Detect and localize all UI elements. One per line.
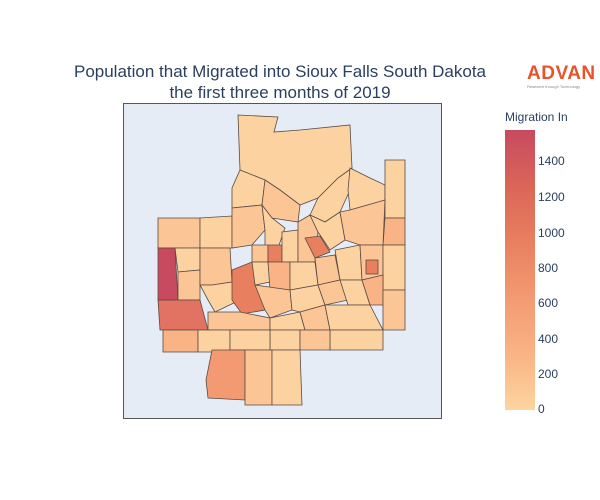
map-region[interactable] — [324, 304, 384, 331]
map-region[interactable] — [384, 159, 406, 219]
colorbar-tick-label: 200 — [538, 367, 559, 381]
colorbar-tick-label: 1200 — [538, 190, 565, 204]
map-region[interactable] — [267, 261, 291, 291]
map-region[interactable] — [329, 329, 384, 351]
map-region[interactable] — [205, 349, 246, 401]
map-region[interactable] — [197, 329, 231, 353]
colorbar-tick-label: 400 — [538, 332, 559, 346]
logo-wordmark: ADVAN — [527, 63, 596, 84]
map-region[interactable] — [251, 244, 269, 263]
map-region[interactable] — [254, 284, 293, 319]
chart-title-line2: the first three months of 2019 — [169, 83, 391, 102]
map-region[interactable] — [267, 244, 283, 263]
colorbar-tick-label: 0 — [538, 402, 545, 416]
map-region[interactable] — [229, 329, 271, 351]
map-region[interactable] — [339, 199, 386, 246]
colorbar — [505, 130, 535, 410]
map-region[interactable] — [244, 349, 273, 406]
colorbar-tick-label: 1400 — [538, 154, 565, 168]
map-region[interactable] — [231, 204, 266, 249]
chart-title-line1: Population that Migrated into Sioux Fall… — [73, 62, 487, 81]
colorbar-tick-label: 600 — [538, 296, 559, 310]
map-region[interactable] — [207, 311, 271, 331]
map-region[interactable] — [269, 329, 301, 351]
map-region[interactable] — [299, 329, 331, 351]
colorbar-tick-label: 1000 — [538, 226, 565, 240]
colorbar-tick-label: 800 — [538, 261, 559, 275]
map-region[interactable] — [177, 269, 201, 301]
map-region[interactable] — [251, 261, 271, 286]
map-region[interactable] — [157, 299, 209, 331]
map-region[interactable] — [281, 229, 299, 263]
map-region[interactable] — [199, 215, 233, 249]
map-region[interactable] — [382, 289, 406, 331]
map-region[interactable] — [174, 247, 201, 273]
map-region[interactable] — [382, 217, 406, 246]
map-region[interactable] — [199, 247, 233, 286]
map-region[interactable] — [157, 217, 201, 249]
map-region[interactable] — [157, 247, 179, 301]
map-region[interactable] — [231, 261, 266, 315]
logo-tagline: Research through Technology — [527, 84, 581, 89]
map-region[interactable] — [304, 235, 331, 259]
advan-logo: ADVAN Research through Technology — [527, 63, 596, 90]
map-region[interactable] — [162, 329, 199, 353]
map-region[interactable] — [334, 244, 363, 281]
map-region[interactable] — [365, 259, 379, 275]
map-region[interactable] — [382, 244, 406, 291]
colorbar-title: Migration In — [505, 110, 568, 124]
map-region[interactable] — [271, 349, 303, 406]
